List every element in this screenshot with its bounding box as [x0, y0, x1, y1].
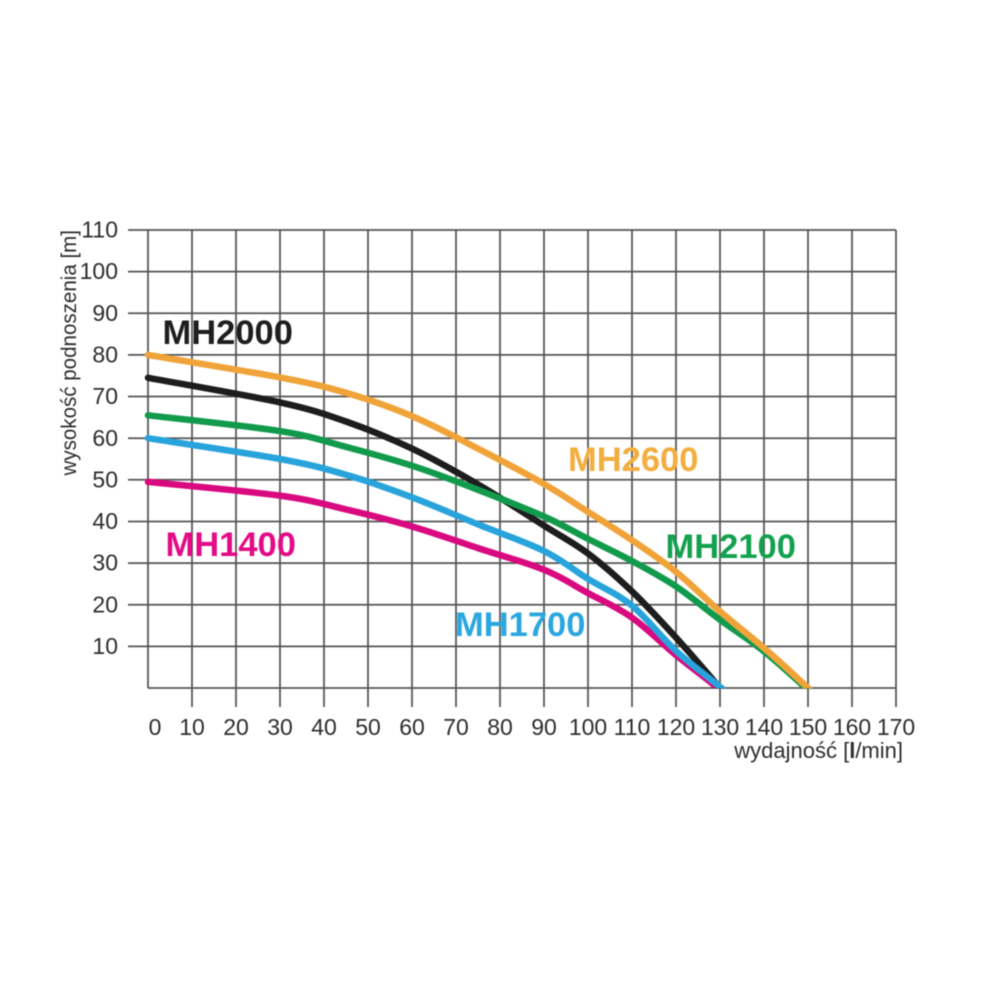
- svg-text:wysokość podnoszenia [m]: wysokość podnoszenia [m]: [58, 230, 81, 476]
- svg-text:130: 130: [701, 714, 739, 740]
- svg-text:0: 0: [149, 714, 162, 740]
- svg-text:50: 50: [92, 466, 118, 492]
- svg-text:wydajność [l/min]: wydajność [l/min]: [733, 738, 903, 763]
- svg-text:40: 40: [311, 714, 337, 740]
- svg-text:90: 90: [92, 300, 118, 326]
- svg-text:MH2000: MH2000: [163, 314, 293, 352]
- svg-text:110: 110: [81, 217, 118, 243]
- svg-text:80: 80: [92, 342, 118, 368]
- svg-text:110: 110: [614, 714, 651, 740]
- svg-text:60: 60: [92, 425, 118, 451]
- svg-text:40: 40: [92, 508, 118, 534]
- svg-text:90: 90: [531, 714, 557, 740]
- svg-text:10: 10: [179, 714, 205, 740]
- svg-text:60: 60: [399, 714, 425, 740]
- svg-text:100: 100: [569, 714, 607, 740]
- svg-text:120: 120: [657, 714, 695, 740]
- svg-text:150: 150: [789, 714, 827, 740]
- svg-text:170: 170: [877, 714, 915, 740]
- svg-text:MH1700: MH1700: [455, 606, 585, 644]
- svg-text:10: 10: [92, 633, 118, 659]
- svg-text:MH2600: MH2600: [568, 441, 698, 479]
- svg-text:70: 70: [443, 714, 469, 740]
- svg-text:50: 50: [355, 714, 381, 740]
- svg-text:30: 30: [267, 714, 293, 740]
- svg-text:80: 80: [487, 714, 513, 740]
- svg-text:MH2100: MH2100: [666, 528, 796, 566]
- svg-text:20: 20: [223, 714, 249, 740]
- svg-text:70: 70: [92, 383, 118, 409]
- svg-text:30: 30: [92, 550, 118, 576]
- svg-text:160: 160: [833, 714, 871, 740]
- svg-text:140: 140: [745, 714, 783, 740]
- svg-text:20: 20: [92, 591, 118, 617]
- svg-text:100: 100: [80, 258, 118, 284]
- svg-text:MH1400: MH1400: [166, 526, 296, 564]
